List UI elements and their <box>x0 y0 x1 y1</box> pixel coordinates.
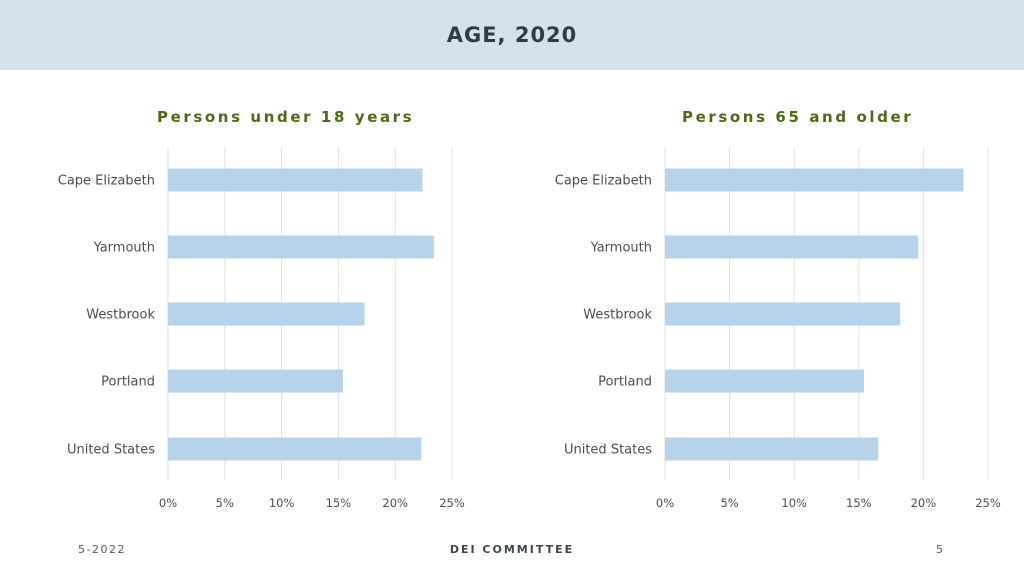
category-label: United States <box>67 443 155 458</box>
x-tick-label: 15% <box>846 496 872 510</box>
x-tick-label: 25% <box>439 496 465 510</box>
footer-committee: DEI COMMITTEE <box>449 543 575 556</box>
bar <box>665 302 901 326</box>
x-tick-label: 10% <box>781 496 807 510</box>
category-label: Cape Elizabeth <box>58 174 155 189</box>
bar <box>168 302 365 326</box>
category-label: Yarmouth <box>590 241 652 256</box>
bar <box>665 235 919 259</box>
bar <box>665 437 879 461</box>
x-tick-label: 10% <box>269 496 295 510</box>
bar <box>168 369 343 393</box>
x-tick-label: 15% <box>326 496 352 510</box>
category-label: United States <box>564 443 652 458</box>
bar <box>168 235 434 259</box>
category-label: Westbrook <box>583 308 652 323</box>
x-tick-label: 0% <box>159 496 177 510</box>
page-number: 5 <box>936 543 945 556</box>
category-label: Portland <box>101 375 155 390</box>
bar <box>168 168 423 192</box>
header-banner: AGE, 2020 <box>0 0 1024 70</box>
footer-date: 5-2022 <box>78 543 126 556</box>
chart-title-under-18: Persons under 18 years <box>157 108 415 126</box>
x-tick-label: 20% <box>382 496 408 510</box>
category-label: Westbrook <box>86 308 155 323</box>
x-tick-label: 5% <box>216 496 234 510</box>
chart-65-older: 0% 5% 10% 15% 20% 25% Cape Elizabeth Yarmouth We… <box>555 147 1001 510</box>
bar <box>665 168 964 192</box>
category-label: Cape Elizabeth <box>555 174 652 189</box>
x-tick-label: 0% <box>656 496 674 510</box>
x-tick-label: 20% <box>911 496 937 510</box>
x-tick-label: 5% <box>720 496 738 510</box>
bar <box>665 369 864 393</box>
chart-under-18: 0% 5% 10% 15% 20% 25% Cape Elizabeth Yarmouth We… <box>58 147 465 510</box>
category-label: Yarmouth <box>93 241 155 256</box>
bar <box>168 437 422 461</box>
x-tick-label: 25% <box>975 496 1001 510</box>
page-title: AGE, 2020 <box>446 23 578 47</box>
category-label: Portland <box>598 375 652 390</box>
chart-title-65-older: Persons 65 and older <box>682 108 914 126</box>
